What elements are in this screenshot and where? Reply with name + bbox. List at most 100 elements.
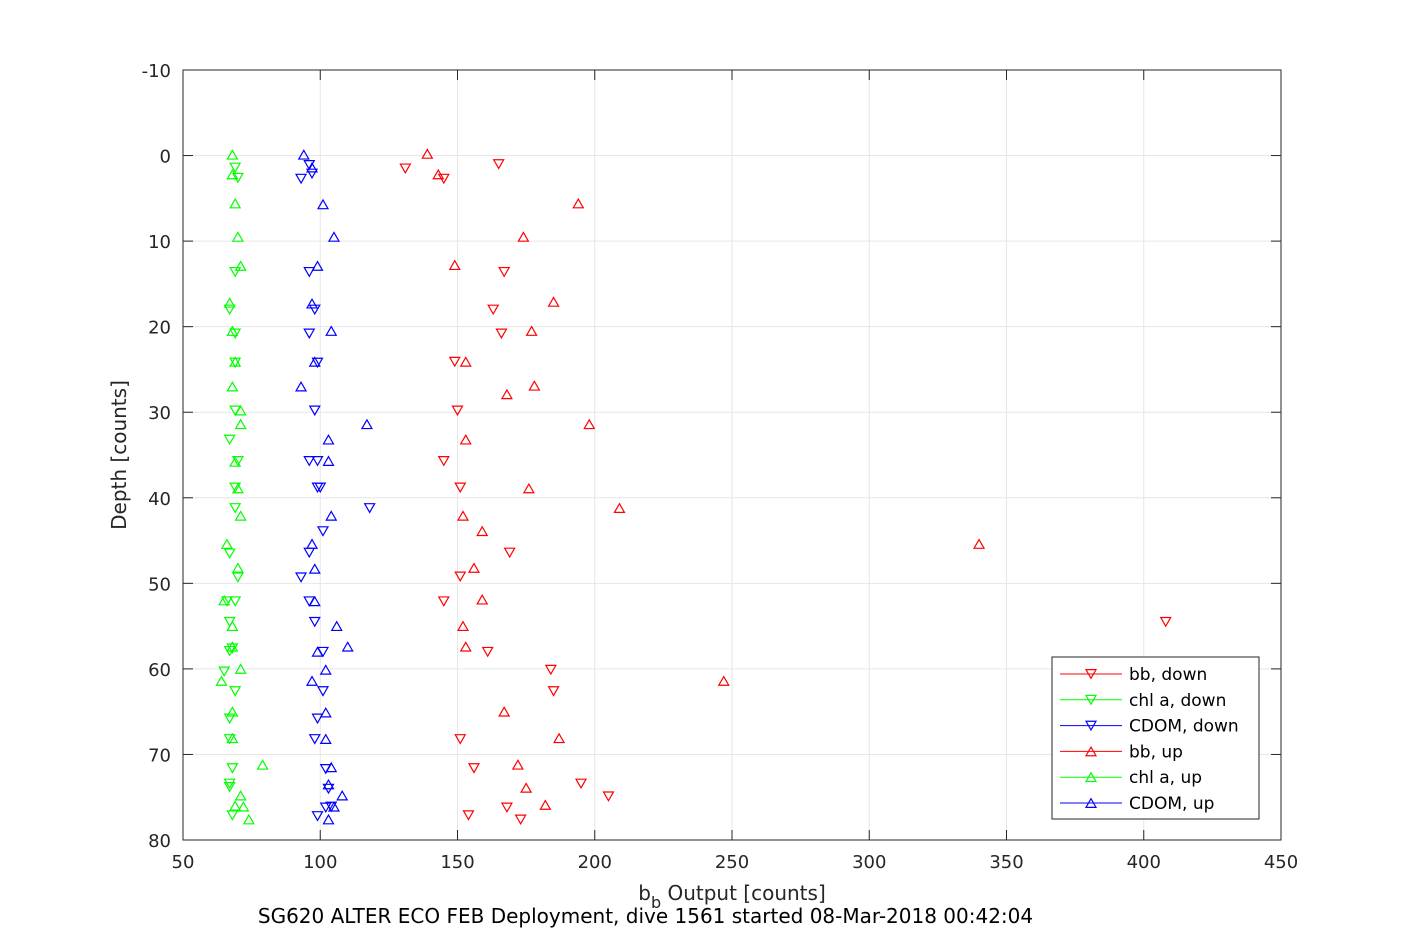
data-point [229,686,242,697]
data-point [294,572,308,583]
data-point [229,503,242,514]
data-point [231,482,244,494]
data-point [325,325,338,336]
data-point [525,325,538,336]
x-tick-label: 150 [440,852,474,873]
y-tick-label: 50 [148,574,171,595]
data-point [311,713,324,725]
legend-marker [1084,797,1098,808]
data-point [487,304,500,316]
data-point [547,686,560,697]
data-point [454,734,467,745]
data-point [220,538,233,549]
legend-marker [1084,771,1098,783]
data-point [226,641,239,652]
data-point [322,778,335,790]
data-point [319,802,332,814]
data-point [294,173,308,185]
data-point [456,620,470,632]
legend-label: CDOM, down [1129,717,1239,737]
data-point [237,801,250,812]
data-point [514,814,527,826]
data-point [311,260,324,271]
data-point [481,646,494,658]
x-tick-label: 350 [989,852,1023,873]
series-cdom-up [294,149,373,825]
data-point [1159,616,1172,628]
data-point [528,380,541,391]
data-point [437,596,450,607]
data-point [231,456,244,467]
data-point [602,791,615,802]
data-point [226,810,239,821]
data-point [448,259,461,271]
data-point [308,595,321,607]
data-point [553,732,566,744]
data-point [223,548,236,559]
data-point [462,810,475,821]
data-point [218,594,231,606]
series-chl-a-down [218,162,244,821]
legend-marker [1084,745,1098,757]
data-point [294,381,308,392]
data-point [229,356,242,367]
data-point [316,686,330,697]
legend-entry: CDOM, up [1060,794,1214,814]
data-point [495,328,508,340]
data-point [215,675,228,686]
data-point [229,596,242,607]
data-point [311,811,324,822]
data-point [432,168,445,180]
data-point [319,733,332,744]
data-point [229,482,242,494]
data-point [456,510,470,521]
data-point [234,260,247,271]
caption-text: SG620 ALTER ECO FEB Deployment, dive 156… [257,904,1034,928]
data-point [226,168,239,180]
data-point [325,510,338,521]
data-point [327,231,341,242]
data-point [234,663,247,674]
data-point [226,643,239,654]
legend-entry: CDOM, down [1060,717,1239,737]
data-point [451,405,464,417]
data-point [229,328,242,340]
data-point [311,456,324,467]
data-point [242,813,255,825]
data-point [522,482,535,494]
data-point [363,503,376,514]
data-point [231,572,244,583]
y-tick-label: -10 [142,61,171,82]
data-point [305,298,319,309]
data-point [500,388,513,400]
data-point [325,761,338,773]
x-axis-title-rest: Output [counts] [661,881,826,905]
data-point [322,813,335,825]
data-point [234,404,247,416]
legend-marker [1084,694,1098,706]
data-markers [215,148,1172,826]
y-tick-label: 80 [148,831,171,852]
y-tick-label: 60 [148,660,171,681]
data-point [218,666,231,678]
data-point [503,547,516,559]
y-axis-title: Depth [counts] [107,380,131,530]
data-point [305,161,319,173]
data-point [500,802,513,814]
data-point [574,778,588,790]
data-point [454,571,467,583]
data-point [459,641,472,652]
data-point [231,231,244,242]
data-point [305,168,319,180]
data-point [583,418,596,430]
legend-entry: bb, down [1060,665,1207,685]
data-point [226,325,239,336]
data-point [437,456,450,467]
data-point [341,641,354,652]
y-tick-label: 70 [148,745,171,766]
data-point [226,763,239,774]
data-point [517,231,530,242]
x-tick-label: 450 [1264,852,1298,873]
data-point [220,596,233,607]
data-point [229,456,242,467]
